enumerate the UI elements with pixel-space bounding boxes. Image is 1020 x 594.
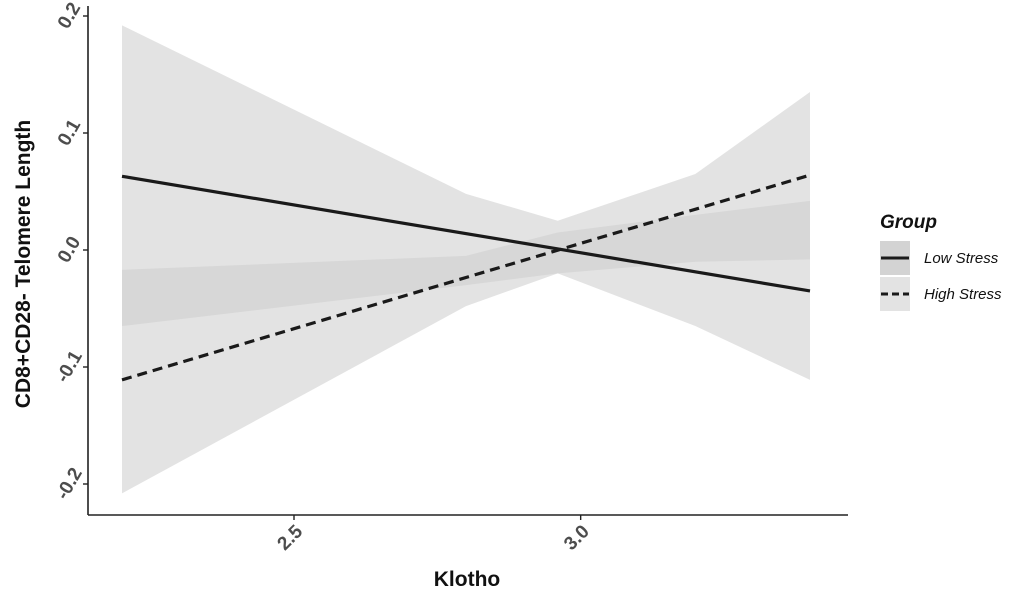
series-lines	[121, 173, 811, 382]
y-axis-title: CD8+CD28- Telomere Length	[12, 120, 35, 408]
x-tick-label: 3.0	[560, 521, 594, 555]
low-stress-line	[121, 174, 811, 293]
confidence-bands	[122, 25, 810, 494]
legend-title: Group	[880, 212, 937, 233]
axes	[87, 6, 848, 516]
legend-label: Low Stress	[924, 250, 999, 267]
x-tick-label: 2.5	[274, 521, 308, 555]
x-axis-title: Klotho	[434, 568, 500, 591]
y-tick-label: 0.2	[54, 0, 85, 32]
legend-label: High Stress	[924, 286, 1002, 303]
y-tick-label: -0.2	[52, 464, 87, 503]
low-stress-ci-band	[122, 200, 810, 327]
y-axis-ticks: -0.2 -0.1 0.0 0.1 0.2	[52, 0, 88, 503]
y-tick-label: -0.1	[52, 347, 87, 386]
y-tick-label: 0.1	[54, 116, 86, 150]
high-stress-line	[121, 173, 811, 382]
legend: Group Low Stress High Stress	[880, 212, 1002, 311]
y-tick-label: 0.0	[54, 233, 85, 266]
x-axis-ticks: 2.5 3.0	[274, 515, 594, 555]
